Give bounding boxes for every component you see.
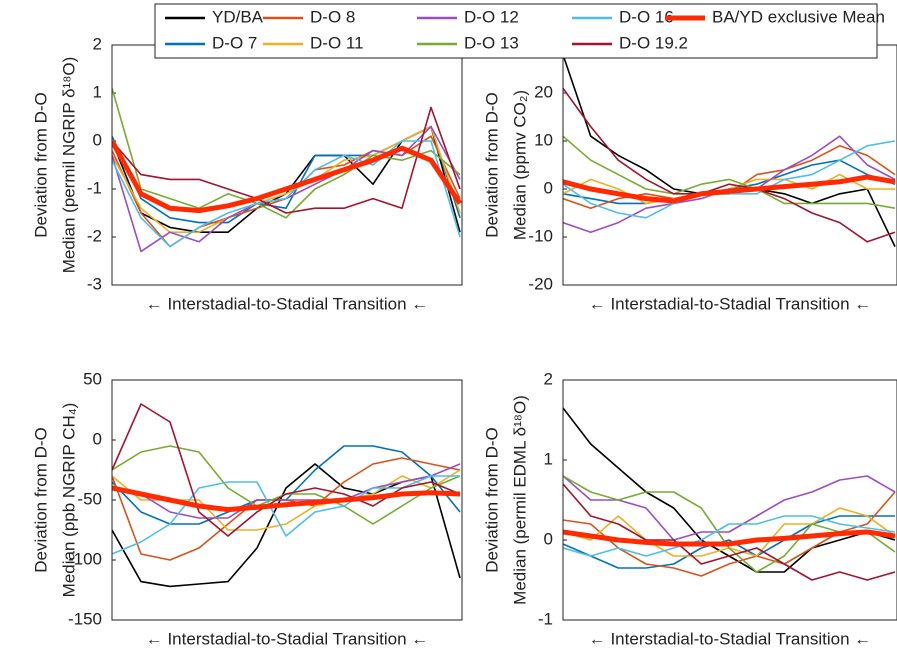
series-line <box>563 483 896 581</box>
y-axis-label: Median (ppmv CO₂) <box>510 90 529 240</box>
legend-label: BA/YD exclusive Mean <box>712 7 885 26</box>
y-tick-label: 0 <box>93 130 102 149</box>
x-axis-label: ← Interstadial-to-Stadial Transition ← <box>146 629 429 648</box>
legend-label: D-O 19.2 <box>619 33 688 52</box>
series-line <box>112 140 461 248</box>
y-tick-label: -10 <box>528 226 553 245</box>
series-line <box>563 135 896 209</box>
y-tick-label: 10 <box>534 130 553 149</box>
plot-area <box>563 54 896 247</box>
x-axis-label: ← Interstadial-to-Stadial Transition ← <box>146 294 429 313</box>
y-tick-label: 1 <box>93 82 102 101</box>
series-line <box>112 485 461 513</box>
axes-background <box>563 45 897 285</box>
axes-background <box>112 45 462 285</box>
y-axis-label: Deviation from D-O <box>31 427 50 572</box>
series-line <box>563 515 895 569</box>
plot-area <box>563 407 896 581</box>
series-line <box>112 403 461 537</box>
legend-label: D-O 7 <box>212 33 257 52</box>
series-line <box>112 139 462 214</box>
series-line <box>112 463 461 519</box>
y-tick-label: -1 <box>538 609 553 628</box>
y-tick-label: -20 <box>528 274 553 293</box>
y-tick-label: 0 <box>544 178 553 197</box>
y-tick-label: 2 <box>93 34 102 53</box>
y-tick-label: -2 <box>87 226 102 245</box>
y-axis-label: Deviation from D-O <box>31 92 50 237</box>
series-line <box>563 174 896 204</box>
legend-label: D-O 11 <box>310 33 364 52</box>
legend-label: D-O 16 <box>619 7 674 26</box>
legend-label: YD/BA <box>212 7 264 26</box>
y-axis-label: Median (permil EDML δ¹⁸O) <box>510 395 529 605</box>
legend-label: D-O 13 <box>464 33 519 52</box>
y-tick-label: -1 <box>87 178 102 197</box>
series-line <box>563 529 896 547</box>
legend-label: D-O 8 <box>310 7 355 26</box>
y-tick-label: 20 <box>534 82 553 101</box>
series-line <box>112 106 461 214</box>
y-axis-label: Deviation from D-O <box>482 92 501 237</box>
axes-frame <box>562 379 897 621</box>
legend: YD/BA D-O 7 D-O 8 D-O 11 D-O 12 D-O 13 D-O 16 D… <box>154 3 885 59</box>
axes-frame <box>111 379 463 621</box>
y-tick-label: -50 <box>77 489 102 508</box>
y-tick-label: -150 <box>68 609 102 628</box>
series-line <box>563 515 896 557</box>
y-axis-label: Deviation from D-O <box>482 427 501 572</box>
plot-area <box>112 403 461 588</box>
legend-label: D-O 12 <box>464 7 519 26</box>
y-tick-label: -100 <box>68 549 102 568</box>
y-tick-label: 0 <box>93 429 102 448</box>
y-axis-label: Median (permil NGRIP δ¹⁸O) <box>59 57 78 274</box>
series-line <box>112 87 461 219</box>
y-tick-label: 1 <box>544 449 553 468</box>
legend-box <box>154 3 878 59</box>
y-tick-label: 2 <box>544 369 553 388</box>
x-axis-label: ← Interstadial-to-Stadial Transition ← <box>589 294 872 313</box>
x-axis-label: ← Interstadial-to-Stadial Transition ← <box>589 629 872 648</box>
y-tick-label: 0 <box>544 529 553 548</box>
y-tick-label: 50 <box>83 369 102 388</box>
series-line <box>563 87 896 243</box>
plot-area <box>112 87 462 253</box>
y-axis-label: Median (ppb NGRIP CH₄) <box>59 403 78 598</box>
y-tick-label: -3 <box>87 274 102 293</box>
